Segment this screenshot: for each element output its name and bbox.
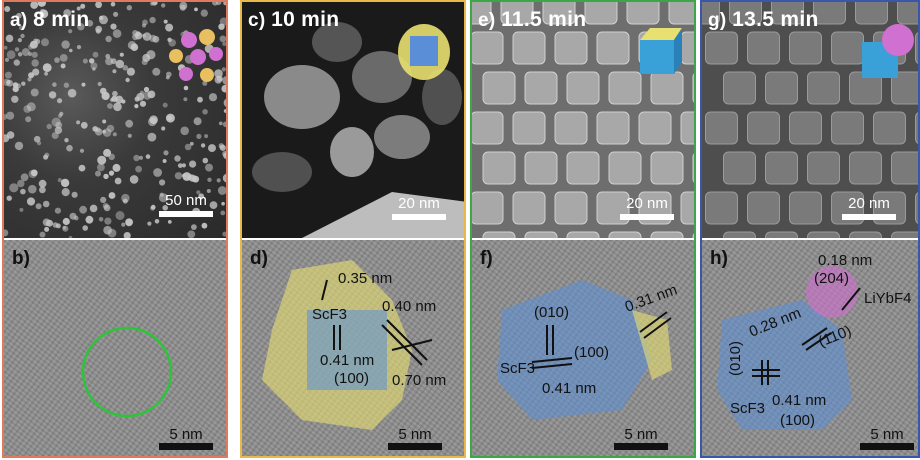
column-11-5min: e) 11.5 min 20 nm f) 0 (470, 0, 696, 458)
core-shell-cube-icon (398, 24, 450, 80)
panel-b-scalebar: 5 nm (159, 426, 213, 450)
panel-a-label: a) 8 min (10, 8, 90, 31)
d-spacing-035: 0.35 nm (338, 270, 393, 287)
column-8min: a) 8 min 50 nm b) 5 nm (2, 0, 228, 458)
panel-g-sem: g) 13.5 min 20 nm (702, 2, 918, 238)
cube-shell-icon (640, 28, 682, 74)
panel-a-sem: a) 8 min 50 nm (4, 2, 226, 238)
panel-g-scalebar: 20 nm (842, 195, 896, 220)
green-circle-marker (81, 326, 173, 418)
panel-d-scalebar: 5 nm (388, 426, 442, 450)
h-material-liybf4: LiYbF4 (864, 290, 912, 307)
nanoparticle-cluster-icon (169, 29, 223, 82)
panel-f-tem: f) 0.31 nm (010) (100) ScF3 0.41 nm 5 nm (472, 240, 694, 456)
h-spacing-018: 0.18 nm (818, 252, 873, 269)
panel-f-label: f) (480, 248, 493, 269)
panel-e-sem: e) 11.5 min 20 nm (472, 2, 694, 238)
panel-h-label: h) (710, 248, 728, 269)
h-spacing-041: 0.41 nm (772, 392, 827, 409)
lattice-overlay (717, 266, 861, 430)
f-material-scf3: ScF3 (500, 360, 536, 377)
lattice-overlay (262, 260, 433, 430)
panel-e-scalebar: 20 nm (620, 195, 674, 220)
d-plane-100: (100) (334, 370, 370, 387)
sem-particles (252, 22, 464, 238)
d-spacing-040: 0.40 nm (382, 298, 437, 315)
column-13-5min: g) 13.5 min 20 nm h) 0 (700, 0, 920, 458)
h-plane-100: (100) (780, 412, 816, 429)
h-plane-204: (204) (814, 270, 850, 287)
panel-b-tem: b) 5 nm (4, 240, 226, 456)
panel-c-scalebar: 20 nm (392, 195, 446, 220)
panel-f-scalebar: 5 nm (614, 426, 668, 450)
sem-dots (4, 2, 226, 238)
panel-d-tem: d) 0.35 nm 0.40 nm ScF3 0.41 nm (100) 0.… (242, 240, 464, 456)
panel-c-sem: c) 10 min 20 nm (242, 2, 464, 238)
panel-d-label: d) (250, 248, 268, 269)
panel-e-label: e) 11.5 min (478, 8, 587, 31)
panel-g-label: g) 13.5 min (708, 8, 819, 31)
f-plane-010: (010) (534, 304, 570, 321)
h-material-scf3: ScF3 (730, 400, 766, 417)
panel-b-label: b) (12, 248, 30, 269)
d-material-scf3: ScF3 (312, 306, 348, 323)
panel-h-scalebar: 5 nm (860, 426, 914, 450)
panel-h-tem: h) 0.18 nm (204) LiYbF4 0.28 nm (110) (0… (702, 240, 918, 456)
f-spacing-041: 0.41 nm (542, 380, 597, 397)
sem-cubes (702, 2, 918, 238)
lattice-overlay (497, 280, 672, 420)
column-10min: c) 10 min 20 nm d) 0.35 nm (240, 0, 466, 458)
d-spacing-041: 0.41 nm (320, 352, 375, 369)
panel-a-scalebar: 50 nm (159, 192, 213, 217)
panel-c-label: c) 10 min (248, 8, 340, 31)
cube-sphere-icon (862, 24, 914, 78)
f-plane-100: (100) (574, 344, 610, 361)
h-plane-010: (010) (727, 340, 745, 377)
d-spacing-070: 0.70 nm (392, 372, 447, 389)
